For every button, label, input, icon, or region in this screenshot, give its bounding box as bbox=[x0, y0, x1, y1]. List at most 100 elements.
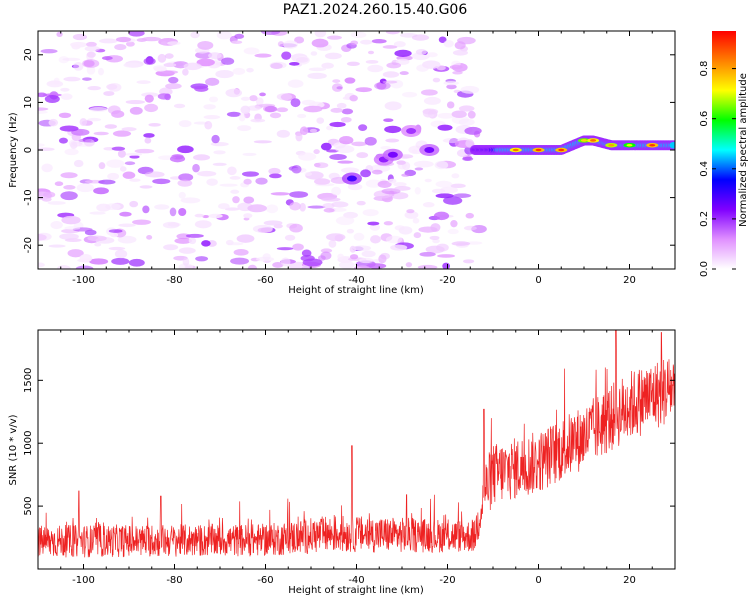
spectrogram-cell bbox=[302, 258, 323, 267]
spectrogram-cell bbox=[346, 228, 354, 234]
spectrogram-cell bbox=[178, 173, 194, 182]
snr-y-tick-label: 500 bbox=[23, 497, 34, 516]
spectrogram-cell bbox=[360, 39, 373, 45]
spectrogram-cell bbox=[335, 216, 355, 226]
spectrogram-cell bbox=[443, 40, 454, 48]
spectrogram-cell bbox=[117, 235, 137, 244]
spectrogram-cell bbox=[115, 36, 132, 43]
spectrogram-cell bbox=[129, 155, 140, 159]
spectrogram-cell bbox=[385, 235, 403, 244]
spectrogram-cell bbox=[236, 234, 255, 243]
spectrogram-cell bbox=[73, 61, 84, 71]
spectrogram-cell bbox=[124, 161, 136, 166]
spectrogram-cell bbox=[429, 235, 440, 240]
spectrogram-cell bbox=[125, 41, 135, 47]
spectrogram-cell bbox=[458, 118, 475, 126]
spectrogram-cell bbox=[452, 49, 468, 56]
spectrogram-hotspot-core bbox=[387, 151, 398, 158]
spectrogram-cell bbox=[79, 254, 93, 263]
spectrogram-cell bbox=[435, 193, 454, 199]
spectrogram-cell bbox=[402, 91, 418, 98]
spectrogram-cell bbox=[238, 113, 246, 122]
spectrogram-cell bbox=[213, 150, 226, 155]
spectrogram-cell bbox=[82, 59, 100, 68]
spectrogram-cell bbox=[321, 197, 341, 202]
spectrogram-cell bbox=[233, 249, 249, 256]
spectrogram-cell bbox=[281, 51, 292, 60]
spectrogram-cell bbox=[38, 107, 49, 111]
spectrogram-cell bbox=[365, 179, 383, 188]
spectrogram-cell bbox=[422, 108, 439, 115]
spectrogram-cell bbox=[97, 67, 105, 76]
spectrogram-cell bbox=[143, 57, 156, 65]
spectrogram-cell bbox=[383, 221, 394, 226]
spectrogram-cell bbox=[247, 204, 267, 213]
spectrogram-cell bbox=[344, 77, 356, 84]
spectrogram-ridge-peak-core bbox=[590, 139, 597, 142]
spectrogram-cell bbox=[433, 211, 450, 221]
spectrogram-cell bbox=[287, 79, 304, 88]
spectrogram-cell bbox=[390, 244, 408, 251]
spectrogram-cell bbox=[443, 196, 463, 205]
spectrogram-cell bbox=[341, 167, 360, 174]
spectrogram-cell bbox=[247, 264, 258, 269]
spectrogram-cell bbox=[313, 178, 331, 185]
colorbar-tick-label: 0.6 bbox=[699, 111, 710, 127]
spectrogram-cell bbox=[299, 126, 309, 136]
spectrogram-cell bbox=[218, 203, 230, 210]
spectrogram-cell bbox=[349, 245, 357, 253]
spectrogram-cell bbox=[272, 262, 284, 268]
spectrogram-cell bbox=[311, 38, 329, 48]
spectrogram-cell bbox=[406, 209, 415, 214]
spectrogram-cell bbox=[254, 53, 272, 58]
spectrogram-cell bbox=[226, 111, 241, 117]
spectrogram-cell bbox=[157, 93, 171, 100]
spectrogram-cell bbox=[321, 62, 334, 69]
snr-y-tick-label: 1000 bbox=[23, 430, 34, 455]
spectrogram-cell bbox=[54, 181, 64, 186]
spectrogram-cell bbox=[112, 130, 132, 137]
spectrogram-cell bbox=[60, 93, 73, 100]
spectrogram-cell bbox=[169, 155, 186, 163]
spectrogram-cell bbox=[320, 142, 332, 151]
spectrogram-cell bbox=[265, 204, 279, 214]
spectrogram-cell bbox=[370, 235, 381, 244]
spectrogram-cell bbox=[119, 211, 132, 217]
spectrogram-cell bbox=[329, 154, 347, 161]
spectrogram-cell bbox=[451, 110, 467, 118]
spectrogram-cell bbox=[108, 229, 123, 233]
spectrogram-cell bbox=[328, 239, 337, 248]
spectrogram-cell bbox=[316, 117, 325, 124]
spectrogram-cell bbox=[106, 159, 125, 168]
spectrogram-cell bbox=[242, 152, 257, 156]
spectrogram-cell bbox=[93, 187, 109, 195]
spectrogram-cell bbox=[79, 118, 88, 126]
spectrogram-cell bbox=[60, 172, 78, 179]
spectrogram-cell bbox=[60, 87, 70, 92]
spectrogram-cell bbox=[249, 95, 258, 102]
spectrogram-cell bbox=[436, 243, 449, 252]
spectrogram-hotspot-core bbox=[424, 147, 435, 153]
spectrogram-cell bbox=[237, 125, 252, 132]
spectrogram-cell bbox=[63, 185, 76, 190]
spectrogram-cell bbox=[67, 249, 84, 258]
spectrogram-cell bbox=[411, 34, 430, 41]
spectrogram-ridge-peak-core bbox=[626, 143, 633, 147]
spectrogram-cell bbox=[458, 105, 475, 112]
spectrogram-cell bbox=[177, 179, 193, 187]
spectrogram-hotspot-core bbox=[406, 127, 417, 134]
spectrogram-cell bbox=[269, 173, 282, 179]
spectrogram-cell bbox=[70, 41, 87, 48]
spectrogram-cell bbox=[58, 137, 68, 144]
spectrogram-cell bbox=[442, 262, 451, 269]
spectrogram-cell bbox=[356, 200, 366, 206]
spectrogram-cell bbox=[89, 258, 109, 265]
spectrogram-cell bbox=[366, 263, 387, 269]
spectrogram-cell bbox=[41, 196, 52, 202]
spectrogram-cell bbox=[240, 96, 251, 101]
spectrogram-cell bbox=[261, 31, 281, 35]
spectrogram-cell bbox=[143, 133, 155, 138]
spectrogram-cell bbox=[144, 137, 152, 144]
